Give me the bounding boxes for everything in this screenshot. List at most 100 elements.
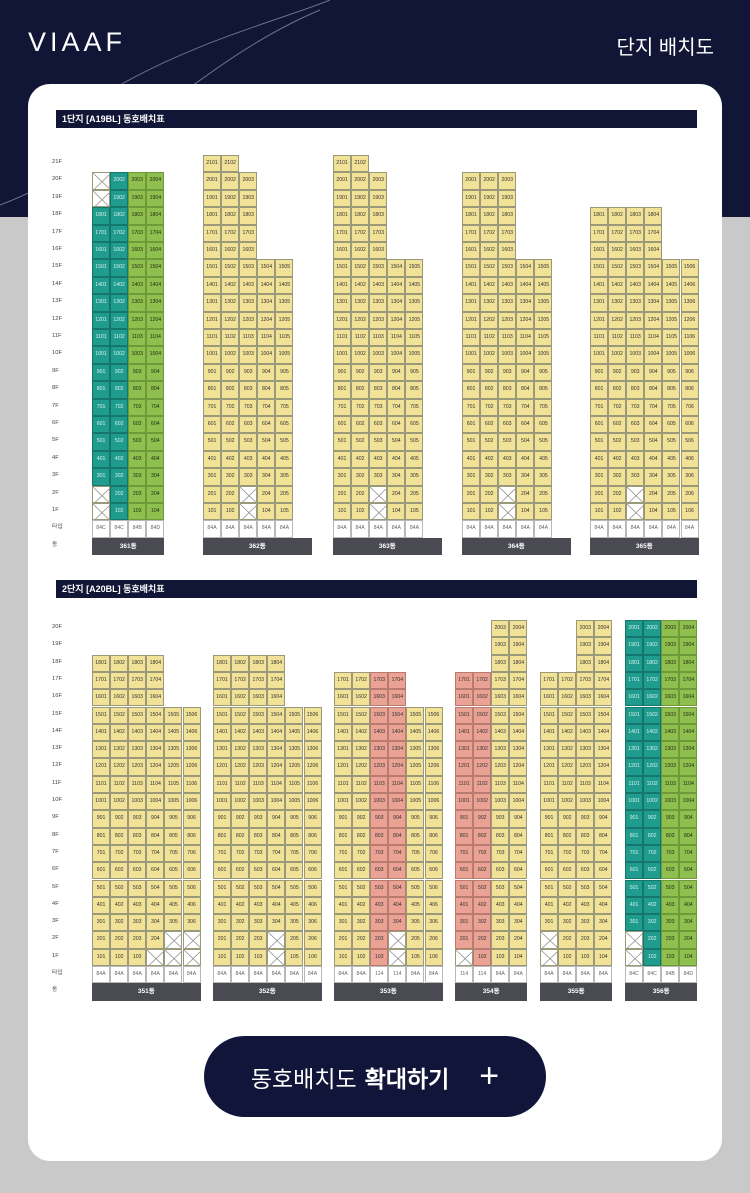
unit-cell: 1204 <box>594 758 613 776</box>
unit-cell: 1102 <box>110 775 129 793</box>
unit-cell: 1005 <box>285 793 304 811</box>
unit-cell: 1303 <box>128 741 147 759</box>
floor-label: 21F <box>52 159 62 165</box>
unit-cell: 205 <box>285 931 304 949</box>
unit-cell: 304 <box>267 914 286 932</box>
unit-cell: 601 <box>462 416 481 434</box>
unit-cell: 1702 <box>558 671 577 690</box>
unit-cell: 904 <box>146 363 165 382</box>
cross-icon <box>165 949 182 965</box>
unit-cell: 2003 <box>239 172 258 190</box>
unit-cell: 305 <box>406 914 425 932</box>
unit-cell: 804 <box>594 827 613 845</box>
unit-cell: 205 <box>275 485 294 503</box>
unit-cell: 1402 <box>473 723 492 742</box>
unit-cell: 1201 <box>334 758 353 776</box>
unit-cell: 1105 <box>405 329 424 347</box>
unit-cell: 1604 <box>594 689 613 707</box>
cross-icon <box>93 504 110 520</box>
unit-cell: 305 <box>164 914 183 932</box>
unit-cell: 604 <box>388 862 407 880</box>
unit-cell: 102 <box>352 948 371 966</box>
cross-icon <box>541 949 558 965</box>
unit-cell: 1104 <box>679 775 698 793</box>
unit-cell: 1602 <box>558 689 577 707</box>
unit-cell: 1201 <box>455 758 474 776</box>
unit-cell: 1403 <box>239 276 258 295</box>
unit-cell: 1301 <box>203 294 222 312</box>
unit-cell: 806 <box>680 381 699 399</box>
unit-cell: 1402 <box>231 723 250 742</box>
unit-cell: 1701 <box>213 671 232 690</box>
unit-type-cell: 84A <box>213 966 232 984</box>
empty-unit-cell <box>455 948 474 966</box>
unit-cell: 303 <box>370 914 389 932</box>
unit-cell: 1105 <box>275 329 294 347</box>
unit-cell: 904 <box>594 810 613 828</box>
cross-icon <box>165 932 182 948</box>
unit-cell: 1402 <box>221 276 240 295</box>
floor-label: 14F <box>52 727 62 734</box>
unit-cell: 1404 <box>387 276 406 295</box>
unit-cell: 1302 <box>473 741 492 759</box>
unit-cell: 602 <box>351 416 370 434</box>
unit-cell: 1701 <box>92 671 111 690</box>
unit-cell: 401 <box>203 450 222 469</box>
unit-cell: 1103 <box>249 775 268 793</box>
unit-cell: 1506 <box>303 706 322 724</box>
unit-cell: 1501 <box>455 706 474 724</box>
unit-cell: 702 <box>352 844 371 863</box>
unit-cell: 1202 <box>480 311 499 329</box>
viaaf-logo[interactable]: VIAAF <box>28 27 127 57</box>
unit-cell: 1404 <box>679 723 698 742</box>
unit-type-cell: 84A <box>462 520 481 538</box>
unit-cell: 104 <box>516 503 535 521</box>
unit-cell: 704 <box>257 398 276 416</box>
unit-cell: 903 <box>370 810 389 828</box>
cross-icon <box>93 486 110 502</box>
unit-cell: 304 <box>644 468 663 486</box>
unit-cell: 703 <box>128 398 147 416</box>
building-name-label: 365동 <box>590 537 699 556</box>
unit-cell: 1604 <box>267 689 286 707</box>
unit-cell: 205 <box>406 931 425 949</box>
unit-cell: 1103 <box>626 329 645 347</box>
unit-cell: 1002 <box>351 346 370 364</box>
unit-cell: 403 <box>370 896 389 915</box>
unit-cell: 401 <box>333 450 352 469</box>
unit-cell: 1902 <box>221 189 240 208</box>
unit-cell: 1603 <box>576 689 595 707</box>
unit-cell: 1502 <box>231 706 250 724</box>
expand-layout-button[interactable]: 동호배치도 확대하기 + <box>204 1036 546 1117</box>
unit-type-cell: 84A <box>221 520 240 538</box>
building-name-label: 361동 <box>92 537 165 556</box>
unit-cell: 1703 <box>576 671 595 690</box>
unit-cell: 902 <box>110 363 129 382</box>
unit-cell: 601 <box>590 416 609 434</box>
section-title-complex-2: 2단지 [A20BL] 동호배치표 <box>56 580 697 598</box>
unit-cell: 202 <box>608 485 627 503</box>
unit-cell: 401 <box>590 450 609 469</box>
unit-cell: 502 <box>221 433 240 451</box>
building-name-label: 353동 <box>334 983 443 1001</box>
expand-button-label: 동호배치도 <box>250 1065 357 1092</box>
unit-cell: 1006 <box>424 793 443 811</box>
unit-cell: 501 <box>203 433 222 451</box>
unit-cell: 803 <box>239 381 258 399</box>
unit-cell: 702 <box>351 398 370 416</box>
unit-cell: 1704 <box>594 671 613 690</box>
unit-cell: 1302 <box>110 741 129 759</box>
unit-cell: 1101 <box>203 329 222 347</box>
unit-cell: 1104 <box>509 775 528 793</box>
empty-unit-cell <box>92 503 111 521</box>
unit-cell: 1203 <box>369 311 388 329</box>
unit-cell: 1304 <box>388 741 407 759</box>
empty-unit-cell <box>388 948 407 966</box>
unit-cell: 1004 <box>594 793 613 811</box>
unit-cell: 803 <box>491 827 510 845</box>
unit-cell: 906 <box>303 810 322 828</box>
unit-cell: 1305 <box>164 741 183 759</box>
unit-cell: 1601 <box>92 242 111 260</box>
unit-cell: 1602 <box>110 689 129 707</box>
unit-cell: 201 <box>203 485 222 503</box>
